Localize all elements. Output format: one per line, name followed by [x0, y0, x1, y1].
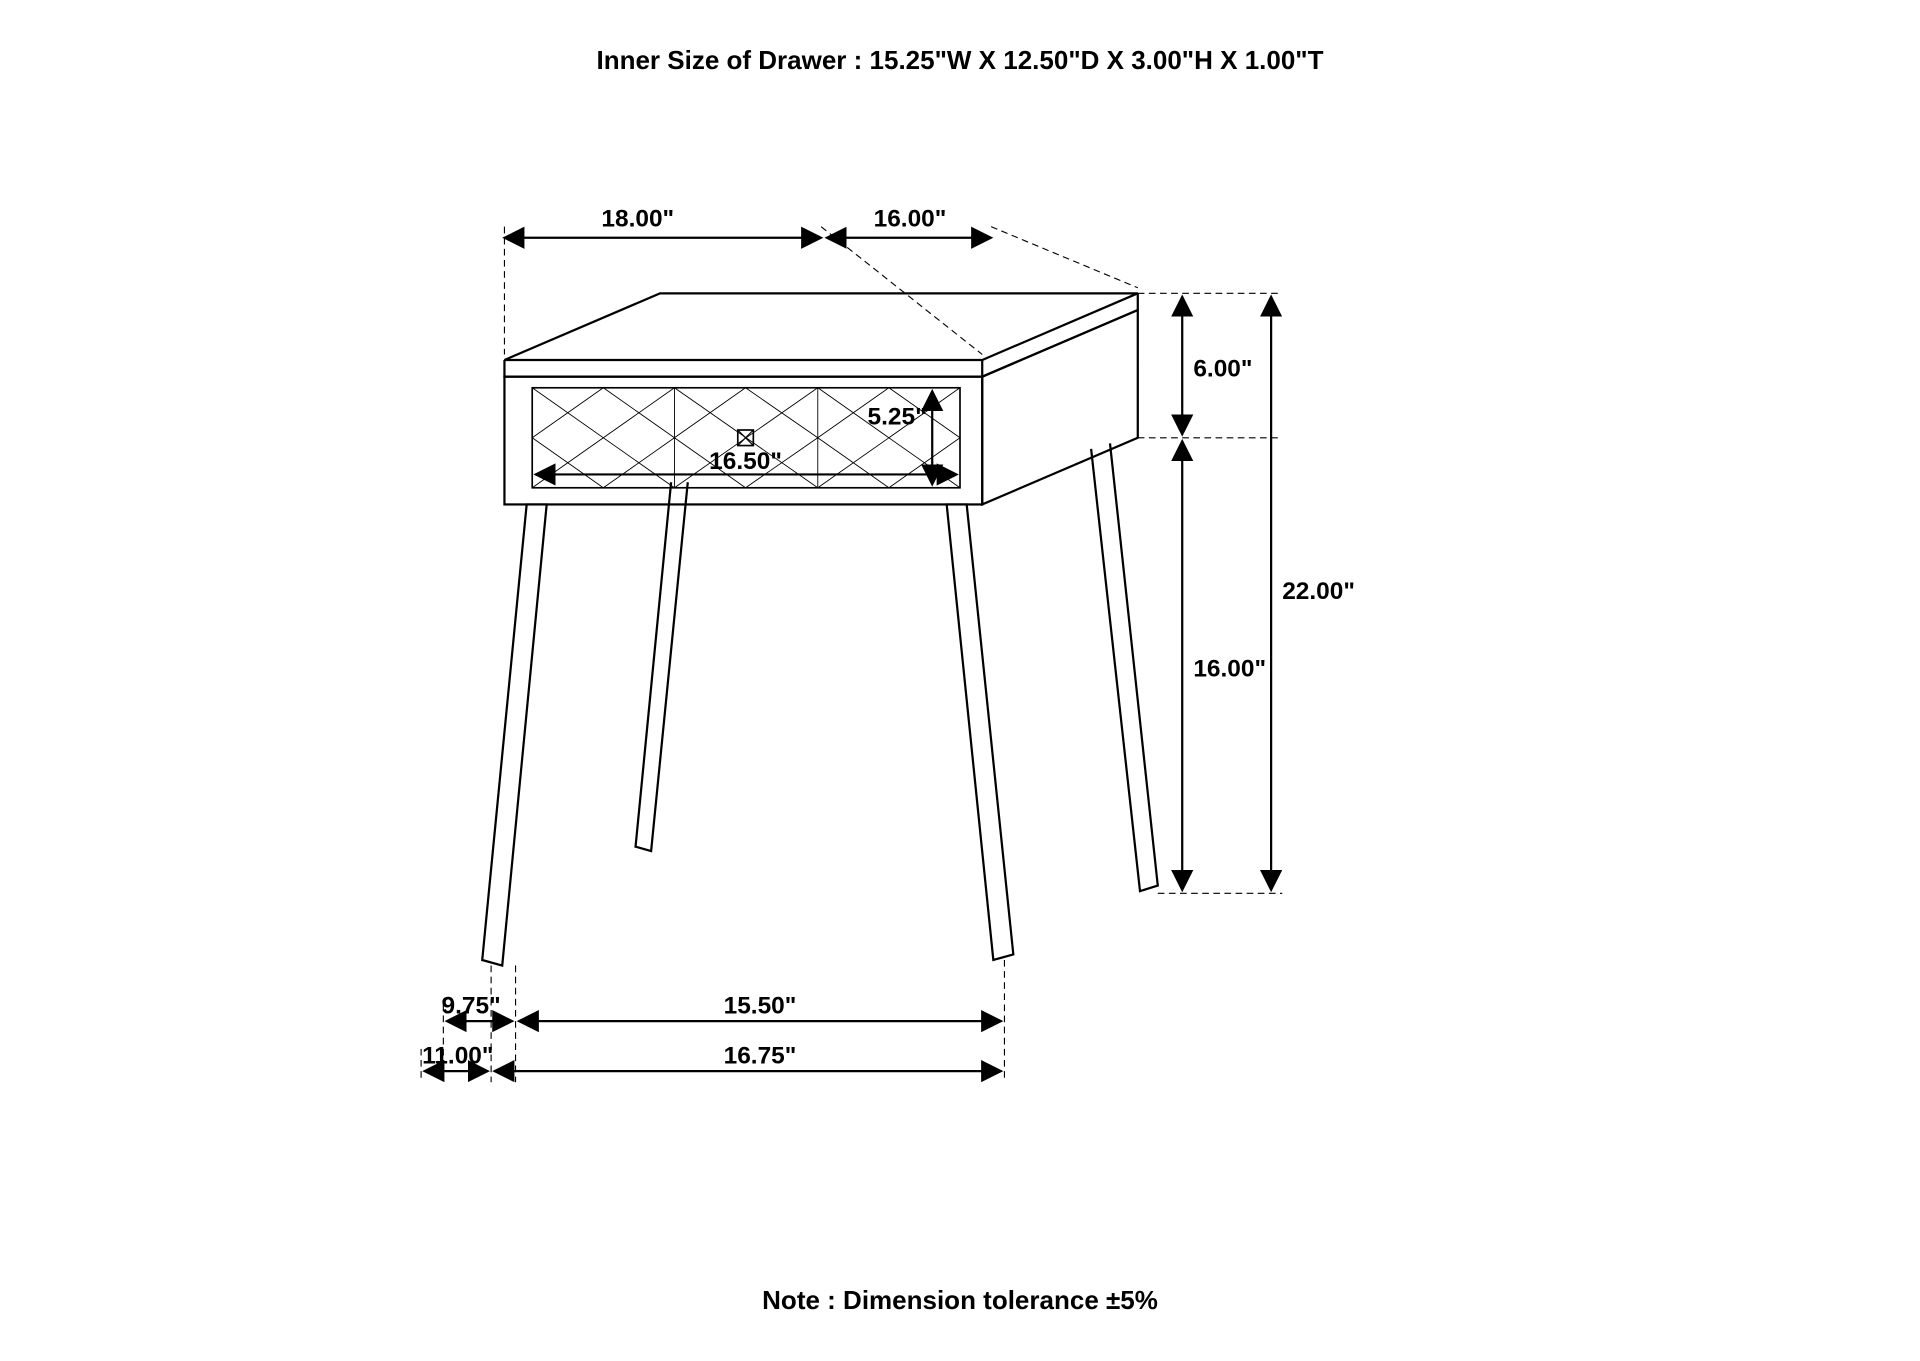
dim-left-outer-label: 11.00": [422, 1042, 493, 1069]
dim-body-height: 6.00": [1182, 297, 1252, 435]
dim-bottom-outer: 16.75": [494, 1042, 1001, 1071]
furniture-diagram: 18.00" 16.00" 16.50" 5.25" 6.00" 16.00" …: [320, 160, 1600, 1160]
title-text: Inner Size of Drawer : 15.25"W X 12.50"D…: [596, 45, 1323, 76]
dim-bottom-inner: 15.50": [519, 992, 1001, 1021]
dim-top-depth: 16.00": [827, 206, 1138, 288]
dim-leg-height: 16.00": [1182, 441, 1266, 890]
diagram-svg: 18.00" 16.00" 16.50" 5.25" 6.00" 16.00" …: [320, 160, 1600, 1160]
dim-left-inner-label: 9.75": [442, 992, 501, 1019]
dim-top-width-label: 18.00": [601, 206, 674, 233]
dim-bottom-inner-label: 15.50": [724, 992, 797, 1019]
dim-left-inner: 9.75": [442, 992, 513, 1021]
dim-total-height: 22.00": [1271, 297, 1355, 890]
dim-drawer-width: 16.50": [536, 448, 957, 475]
dim-bottom-outer-label: 16.75": [724, 1042, 797, 1069]
dim-left-outer: 11.00": [422, 1042, 493, 1071]
table-top: [504, 293, 1137, 376]
dim-top-depth-label: 16.00": [874, 206, 947, 233]
dim-drawer-height-label: 5.25": [868, 403, 927, 430]
dim-body-height-label: 6.00": [1193, 356, 1252, 383]
dim-total-height-label: 22.00": [1282, 578, 1355, 605]
dim-drawer-width-label: 16.50": [709, 448, 782, 475]
dim-drawer-height: 5.25": [868, 391, 933, 484]
note-text: Note : Dimension tolerance ±5%: [762, 1285, 1158, 1316]
legs: [482, 443, 1158, 965]
dim-leg-height-label: 16.00": [1193, 656, 1266, 683]
